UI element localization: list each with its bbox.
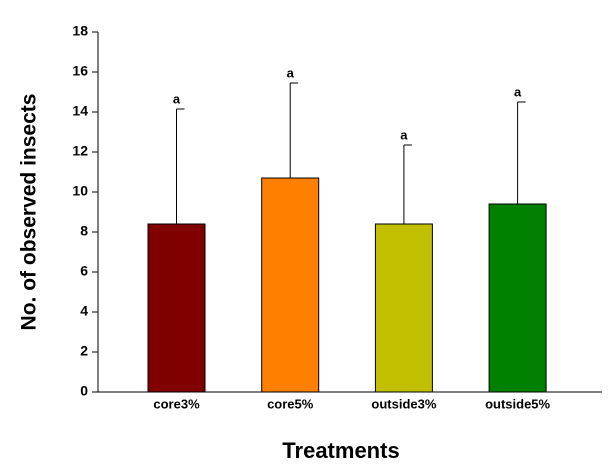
significance-letter: a [287,65,295,80]
y-tick-label: 6 [80,263,88,279]
significance-letter: a [400,127,408,142]
y-axis-label: No. of observed insects [18,94,41,331]
x-tick-label: core5% [267,396,314,411]
y-tick-label: 12 [72,143,88,159]
y-tick-label: 10 [72,183,88,199]
y-tick-label: 8 [80,223,88,239]
y-tick-label: 4 [80,303,88,319]
bar [488,203,547,393]
x-tick-label: outside3% [371,396,436,411]
x-tick-label: core3% [153,396,200,411]
significance-letter: a [173,91,181,106]
bar [261,177,320,393]
y-tick-label: 18 [72,23,88,39]
x-tick-label: outside5% [485,396,550,411]
y-tick-label: 0 [80,383,88,399]
significance-letter: a [514,84,522,99]
bar [374,223,433,393]
bar [147,223,206,393]
y-tick-label: 16 [72,63,88,79]
y-tick-label: 2 [80,343,88,359]
y-tick-label: 14 [72,103,88,119]
x-axis-label: Treatments [282,438,399,463]
